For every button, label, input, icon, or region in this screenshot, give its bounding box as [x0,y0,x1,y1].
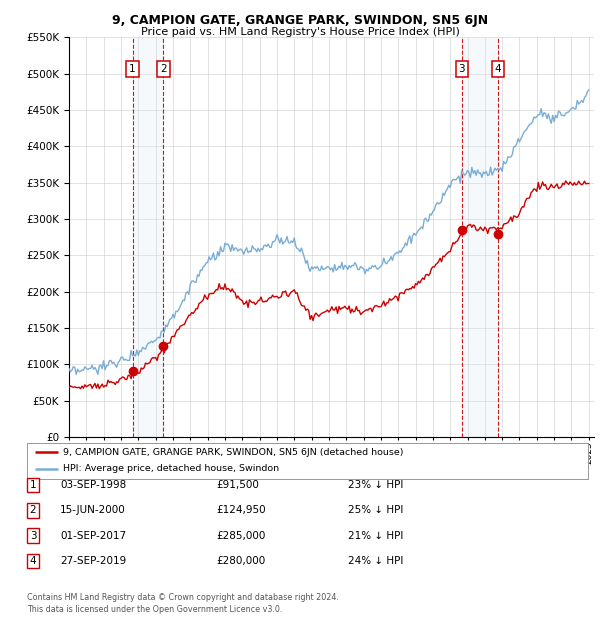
Bar [133,37,163,437]
Text: HPI: Average price, detached house, Swindon: HPI: Average price, detached house, Swin… [64,464,280,474]
Text: 3: 3 [29,531,37,541]
Text: Price paid vs. HM Land Registry's House Price Index (HPI): Price paid vs. HM Land Registry's House … [140,27,460,37]
Text: 2: 2 [29,505,37,515]
Text: 4: 4 [494,64,501,74]
Text: 4: 4 [29,556,37,566]
Text: 9, CAMPION GATE, GRANGE PARK, SWINDON, SN5 6JN (detached house): 9, CAMPION GATE, GRANGE PARK, SWINDON, S… [64,448,404,457]
Text: £280,000: £280,000 [216,556,265,566]
Text: 23% ↓ HPI: 23% ↓ HPI [348,480,403,490]
Text: 2: 2 [160,64,167,74]
Text: 27-SEP-2019: 27-SEP-2019 [60,556,126,566]
Text: 9, CAMPION GATE, GRANGE PARK, SWINDON, SN5 6JN: 9, CAMPION GATE, GRANGE PARK, SWINDON, S… [112,14,488,27]
Text: 03-SEP-1998: 03-SEP-1998 [60,480,126,490]
Text: £285,000: £285,000 [216,531,265,541]
Text: 24% ↓ HPI: 24% ↓ HPI [348,556,403,566]
Text: 1: 1 [29,480,37,490]
Text: 1: 1 [129,64,136,74]
Bar [462,37,498,437]
Text: 25% ↓ HPI: 25% ↓ HPI [348,505,403,515]
Text: 01-SEP-2017: 01-SEP-2017 [60,531,126,541]
Text: 15-JUN-2000: 15-JUN-2000 [60,505,126,515]
Text: £91,500: £91,500 [216,480,259,490]
Text: Contains HM Land Registry data © Crown copyright and database right 2024.
This d: Contains HM Land Registry data © Crown c… [27,593,339,614]
Text: 3: 3 [458,64,465,74]
Text: 21% ↓ HPI: 21% ↓ HPI [348,531,403,541]
Text: £124,950: £124,950 [216,505,266,515]
